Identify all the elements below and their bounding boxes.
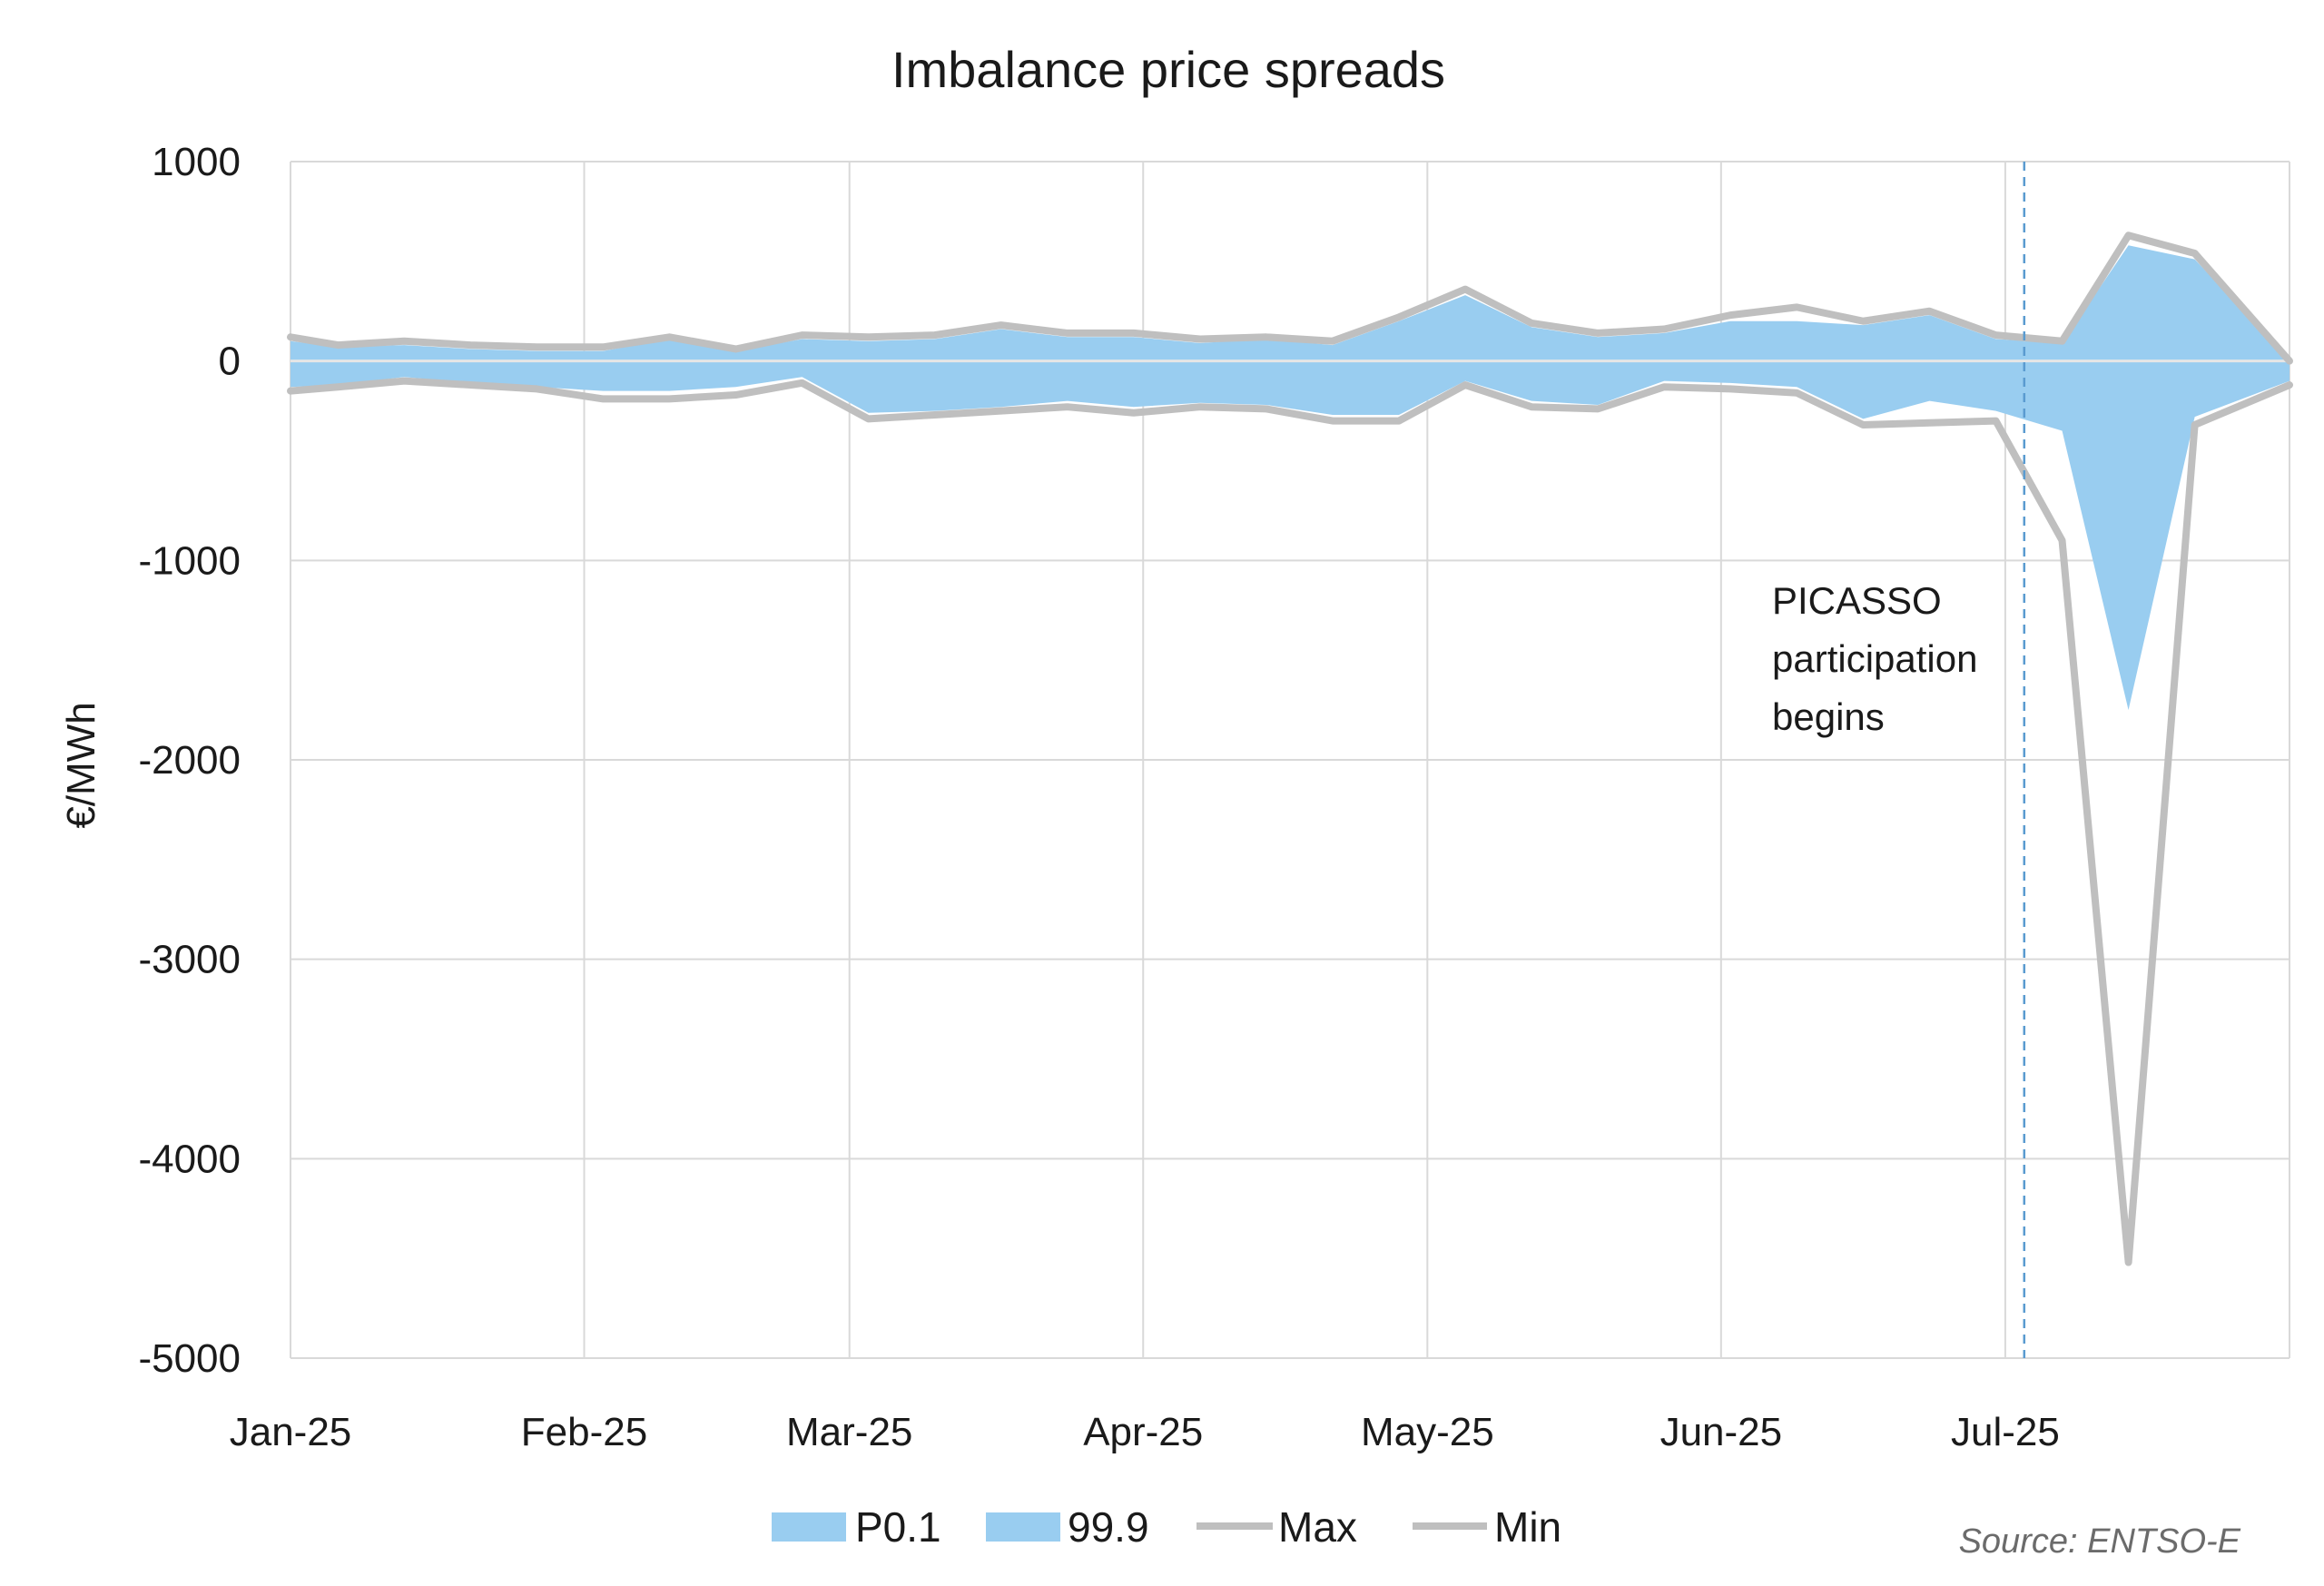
y-tick-label: -3000 bbox=[138, 938, 241, 982]
x-tick-label: Jul-25 bbox=[1951, 1410, 2060, 1454]
annotation-line-2: participation bbox=[1772, 637, 1977, 680]
annotation-line-1: PICASSO bbox=[1772, 579, 1942, 622]
annotation-line-3: begins bbox=[1772, 695, 1885, 738]
band-layer bbox=[290, 245, 2290, 711]
line-layer bbox=[287, 231, 2293, 1266]
y-axis-label: €/MWh bbox=[59, 702, 103, 828]
legend-label-p01: P0.1 bbox=[855, 1503, 941, 1551]
x-tick-label: Apr-25 bbox=[1083, 1410, 1203, 1454]
y-tick-label: -2000 bbox=[138, 738, 241, 783]
y-tick-label: -1000 bbox=[138, 538, 241, 583]
band-999 bbox=[290, 245, 2290, 361]
legend-label-max: Max bbox=[1278, 1503, 1357, 1551]
y-tick-label: 1000 bbox=[152, 140, 241, 184]
y-tick-label: -4000 bbox=[138, 1137, 241, 1181]
x-tick-label: Feb-25 bbox=[521, 1410, 647, 1454]
x-tick-label: Mar-25 bbox=[786, 1410, 912, 1454]
x-tick-label: Jan-25 bbox=[230, 1410, 352, 1454]
legend: P0.1 99.9 Max Min bbox=[772, 1503, 1561, 1551]
series-min-line bbox=[287, 377, 2293, 1266]
legend-swatch-999 bbox=[986, 1512, 1060, 1542]
legend-swatch-p01 bbox=[772, 1512, 846, 1542]
y-tick-labels: 1000 0 -1000 -2000 -3000 -4000 -5000 bbox=[138, 140, 241, 1381]
legend-label-min: Min bbox=[1494, 1503, 1561, 1551]
series-max-line bbox=[287, 231, 2293, 365]
legend-label-999: 99.9 bbox=[1068, 1503, 1149, 1551]
picasso-annotation: PICASSO participation begins bbox=[1772, 579, 1988, 738]
source-note: Source: ENTSO-E bbox=[1959, 1522, 2241, 1561]
x-tick-labels: Jan-25 Feb-25 Mar-25 Apr-25 May-25 Jun-25 Jul-… bbox=[230, 1410, 2060, 1454]
x-tick-label: May-25 bbox=[1361, 1410, 1494, 1454]
y-tick-label: 0 bbox=[219, 340, 241, 384]
x-tick-label: Jun-25 bbox=[1660, 1410, 1783, 1454]
band-p01 bbox=[290, 360, 2290, 711]
y-tick-label: -5000 bbox=[138, 1336, 241, 1381]
chart-title: Imbalance price spreads bbox=[891, 41, 1445, 98]
